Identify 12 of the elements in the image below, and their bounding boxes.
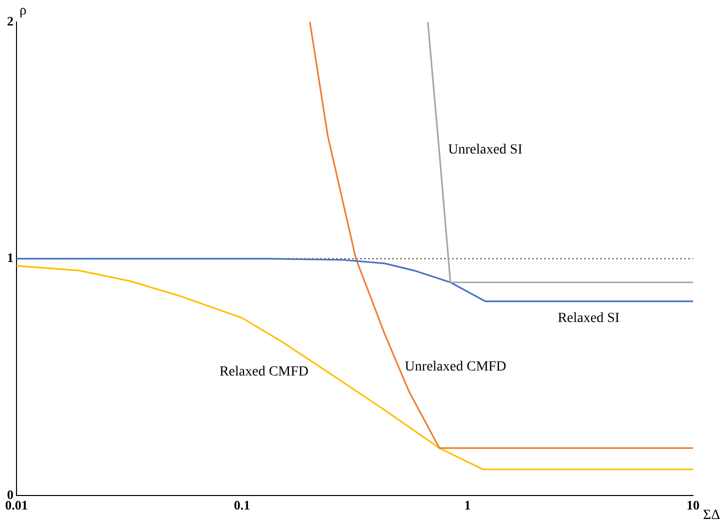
x-tick-label: 1: [464, 498, 471, 513]
y-tick-label: 0: [7, 486, 14, 502]
x-tick-label: 0.1: [234, 498, 250, 513]
x-axis-title: ΣΔ: [703, 508, 720, 524]
series-label: Relaxed CMFD: [219, 364, 309, 380]
series-label: Unrelaxed CMFD: [404, 359, 506, 374]
y-tick-label: 2: [7, 13, 14, 28]
series-label: Relaxed SI: [558, 311, 620, 326]
y-axis-title: ρ: [20, 4, 26, 19]
series-label: Unrelaxed SI: [448, 142, 523, 158]
y-tick-label: 1: [7, 250, 14, 266]
x-tick-label: 10: [686, 498, 700, 513]
